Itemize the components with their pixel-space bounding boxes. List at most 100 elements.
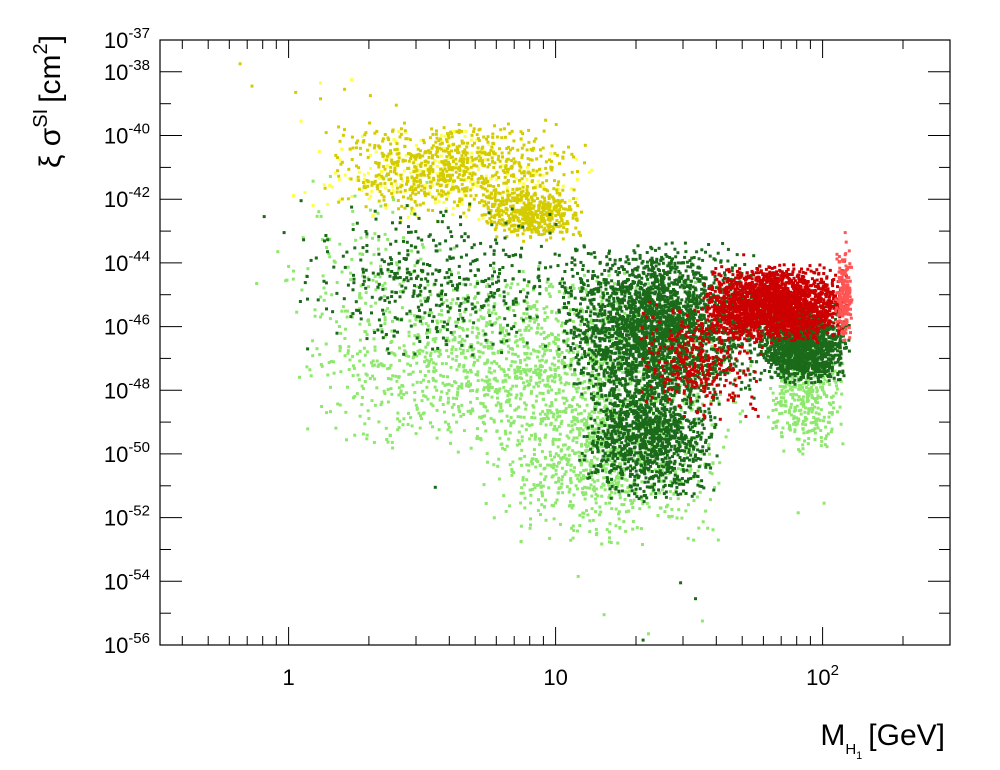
series-2-point-760	[542, 187, 546, 191]
series-0-point-1334	[557, 333, 560, 337]
series-3-point-60	[456, 317, 460, 321]
series-3-point-378	[445, 258, 449, 262]
series-0-point-2295	[668, 490, 672, 493]
series-2-point-640	[337, 200, 341, 204]
series-0-point-2414	[814, 417, 818, 421]
series-3-point-269	[500, 340, 504, 344]
series-0-point-516	[574, 328, 578, 332]
series-3-point-27	[498, 271, 501, 275]
series-2-point-498	[383, 133, 387, 136]
series-0-point-1757	[602, 476, 606, 480]
series-0-point-2254	[606, 462, 610, 466]
series-0-point-1177	[439, 319, 443, 323]
series-0-point-1651	[597, 410, 601, 414]
series-0-point-136	[521, 340, 525, 344]
series-0-point-898	[434, 379, 438, 383]
series-3-point-111	[402, 239, 405, 243]
series-0-point-14	[567, 445, 571, 449]
series-2-point-1030	[530, 221, 534, 225]
series-3-point-486	[675, 282, 679, 286]
series-0-point-774	[507, 400, 511, 404]
series-0-point-1718	[557, 487, 561, 491]
series-0-point-2136	[605, 424, 609, 427]
series-0-point-1525	[493, 376, 497, 380]
series-2-point-168	[502, 169, 505, 173]
series-0-point-201	[632, 342, 636, 346]
series-0-point-1091	[580, 418, 584, 422]
series-2-point-571	[452, 159, 455, 163]
series-0-point-56	[445, 349, 449, 353]
series-3-point-394	[407, 271, 411, 275]
series-0-point-2860	[324, 291, 328, 295]
series-0-point-1972	[505, 414, 509, 418]
series-0-point-2645	[799, 408, 803, 412]
series-2-point-651	[432, 178, 436, 182]
series-0-point-2528	[838, 405, 842, 409]
series-1-point-59	[470, 151, 474, 155]
series-0-point-2671	[830, 412, 834, 416]
series-3-point-494	[699, 389, 703, 392]
series-0-point-947	[545, 348, 549, 352]
series-2-point-1137	[516, 210, 520, 214]
series-3-point-85	[413, 284, 416, 288]
series-0-point-1420	[446, 400, 450, 404]
series-0-point-1355	[523, 358, 527, 362]
series-3-point-364	[379, 269, 383, 273]
series-0-point-1004	[367, 323, 371, 327]
series-0-point-1782	[581, 458, 585, 462]
series-2-point-242	[576, 170, 579, 173]
series-2-point-1086	[519, 212, 523, 216]
series-0-point-1184	[520, 439, 524, 443]
series-0-point-2249	[655, 399, 659, 403]
series-0-point-2539	[812, 428, 815, 432]
series-0-point-2069	[656, 514, 660, 517]
series-0-point-1672	[594, 501, 598, 505]
series-0-point-2856	[391, 210, 395, 214]
series-0-point-2360	[624, 434, 628, 438]
series-1-point-234	[484, 174, 488, 178]
series-0-point-6	[634, 286, 638, 290]
series-2-point-658	[453, 166, 457, 170]
series-0-point-1038	[456, 390, 460, 394]
series-0-point-170	[494, 312, 498, 316]
series-2-point-971	[549, 236, 553, 240]
series-2-point-196	[370, 180, 374, 184]
series-0-point-2744	[818, 418, 822, 422]
series-3-point-440	[386, 347, 390, 351]
series-0-point-235	[409, 372, 412, 376]
series-0-point-403	[534, 313, 538, 317]
series-0-point-2168	[584, 468, 588, 472]
series-0-point-475	[431, 404, 435, 408]
series-0-point-1196	[556, 352, 559, 356]
series-0-point-249	[524, 403, 528, 407]
series-2-point-157	[422, 141, 426, 145]
series-0-point-1281	[619, 360, 623, 364]
series-2-point-1172	[492, 214, 496, 218]
series-0-point-2894	[379, 264, 382, 268]
series-2-point-672	[550, 144, 554, 148]
series-0-point-918	[490, 395, 494, 399]
series-0-point-2848	[419, 257, 423, 261]
series-2-point-761	[489, 191, 493, 195]
series-2-point-87	[487, 163, 491, 166]
series-2-point-80	[448, 153, 452, 157]
series-0-point-1804	[554, 452, 558, 456]
series-0-point-175	[386, 307, 390, 310]
series-0-point-2029	[539, 422, 543, 426]
series-0-point-2114	[541, 410, 545, 414]
series-3-point-437	[471, 307, 475, 311]
series-0-point-1244	[469, 400, 473, 404]
series-3-point-443	[501, 248, 505, 252]
series-0-point-2293	[570, 526, 574, 530]
series-2-point-700	[413, 199, 417, 203]
series-0-point-976	[472, 363, 476, 367]
series-1-point-13	[464, 129, 468, 133]
series-0-point-2042	[569, 538, 573, 542]
series-3-point-113	[449, 257, 453, 260]
series-0-point-2513	[816, 401, 819, 404]
series-0-point-1922	[713, 486, 717, 490]
series-0-point-404	[379, 403, 383, 407]
series-2-point-456	[523, 174, 526, 178]
series-0-point-1720	[557, 479, 560, 483]
series-0-point-508	[362, 346, 366, 350]
